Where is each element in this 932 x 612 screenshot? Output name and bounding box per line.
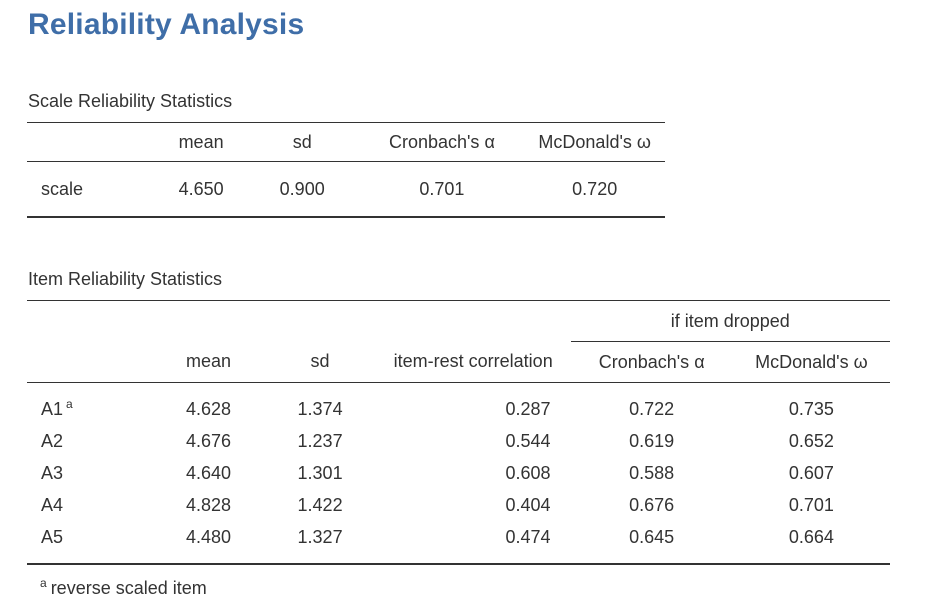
cell-cronbach-alpha: 0.676 <box>629 494 675 515</box>
column-header-label <box>27 122 158 162</box>
cell-cronbach-alpha: 0.701 <box>419 178 465 199</box>
cell-cronbach-alpha: 0.588 <box>629 462 675 483</box>
cell-item-rest-correlation: 0.404 <box>505 494 551 515</box>
cell-sd: 0.900 <box>279 178 325 199</box>
table-row: scale 4.650 0.900 0.701 0.720 <box>27 162 665 218</box>
cell-mcdonald-omega: 0.720 <box>572 178 618 199</box>
column-header-cronbach-alpha: Cronbach's α <box>570 341 733 383</box>
footnote: a reverse scaled item <box>40 576 207 599</box>
table-row: A5 4.480 1.327 0.474 0.645 0.664 <box>27 521 890 564</box>
item-table-title: Item Reliability Statistics <box>28 269 223 289</box>
footnote-text: reverse scaled item <box>50 578 207 598</box>
row-label: A5 <box>41 526 64 547</box>
cell-cronbach-alpha: 0.619 <box>629 430 675 451</box>
column-header-cronbach-alpha: Cronbach's α <box>359 122 525 162</box>
cell-mean: 4.628 <box>185 398 232 419</box>
cell-mcdonald-omega: 0.607 <box>788 462 834 483</box>
column-header-item-rest-correlation: item-rest correlation <box>375 341 571 383</box>
item-reliability-table: if item dropped mean sd item-rest correl… <box>27 300 890 565</box>
cell-mean: 4.480 <box>185 526 232 547</box>
cell-sd: 1.237 <box>297 430 343 451</box>
cell-mean: 4.828 <box>185 494 232 515</box>
cell-mean: 4.650 <box>178 178 224 199</box>
cell-mcdonald-omega: 0.652 <box>788 430 834 451</box>
cell-mcdonald-omega: 0.701 <box>788 494 834 515</box>
cell-sd: 1.422 <box>297 494 343 515</box>
table-row: A4 4.828 1.422 0.404 0.676 0.701 <box>27 489 890 521</box>
row-label: scale <box>41 178 84 199</box>
group-header-if-item-dropped: if item dropped <box>570 300 890 342</box>
cell-mcdonald-omega: 0.735 <box>788 398 834 419</box>
column-header-sd: sd <box>244 122 360 162</box>
column-header-mcdonald-omega: McDonald's ω <box>524 122 665 162</box>
column-header-sd: sd <box>264 341 376 383</box>
row-label: A1 a <box>41 396 73 419</box>
cell-sd: 1.327 <box>297 526 343 547</box>
cell-cronbach-alpha: 0.722 <box>629 398 675 419</box>
cell-sd: 1.301 <box>297 462 343 483</box>
scale-reliability-table: mean sd Cronbach's α McDonald's ω scale … <box>27 122 665 218</box>
table-row: A2 4.676 1.237 0.544 0.619 0.652 <box>27 425 890 457</box>
row-label: A2 <box>41 430 64 451</box>
cell-sd: 1.374 <box>297 398 343 419</box>
page-title: Reliability Analysis <box>28 8 305 41</box>
cell-item-rest-correlation: 0.608 <box>505 462 551 483</box>
table-row: A3 4.640 1.301 0.608 0.588 0.607 <box>27 457 890 489</box>
cell-mean: 4.640 <box>185 462 232 483</box>
column-header-label <box>27 341 153 383</box>
row-label: A4 <box>41 494 64 515</box>
cell-mcdonald-omega: 0.664 <box>788 526 834 547</box>
column-header-mcdonald-omega: McDonald's ω <box>732 341 890 383</box>
scale-table-title: Scale Reliability Statistics <box>28 91 233 111</box>
cell-item-rest-correlation: 0.287 <box>505 398 551 419</box>
cell-cronbach-alpha: 0.645 <box>629 526 675 547</box>
column-header-mean: mean <box>157 122 245 162</box>
cell-item-rest-correlation: 0.544 <box>505 430 551 451</box>
footnote-marker: a <box>40 576 47 590</box>
table-row: A1 a 4.628 1.374 0.287 0.722 0.735 <box>27 383 890 426</box>
row-label: A3 <box>41 462 64 483</box>
cell-item-rest-correlation: 0.474 <box>505 526 551 547</box>
cell-mean: 4.676 <box>185 430 232 451</box>
footnote-marker: a <box>66 396 73 411</box>
column-header-mean: mean <box>152 341 265 383</box>
